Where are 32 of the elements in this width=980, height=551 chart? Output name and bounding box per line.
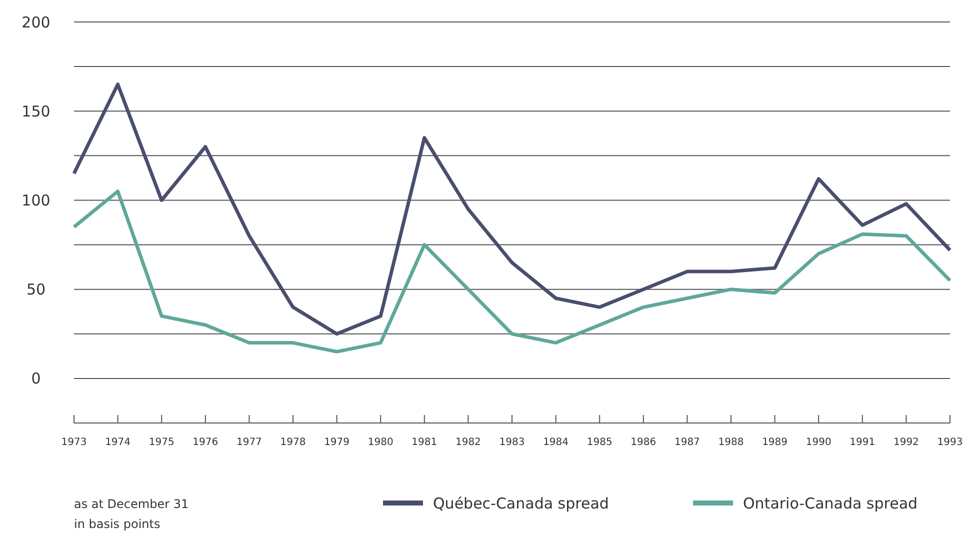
x-tick-label: 1982 (455, 437, 481, 448)
line-series (72, 82, 952, 336)
x-tick-label: 1986 (630, 437, 656, 448)
x-tick-label: 1989 (762, 437, 788, 448)
x-tick-label: 1980 (368, 437, 394, 448)
y-tick-label: 150 (22, 102, 50, 120)
y-tick-label: 200 (22, 13, 50, 32)
y-tick-label: 0 (31, 370, 41, 388)
x-tick-label: 1978 (280, 437, 306, 448)
legend-label: Québec-Canada spread (433, 494, 609, 512)
line-series (72, 190, 952, 354)
x-tick-label: 1975 (148, 437, 174, 448)
x-tick-label: 1987 (674, 437, 700, 448)
x-tick-label: 1991 (850, 437, 876, 448)
x-tick-label: 1985 (586, 437, 612, 448)
y-tick-label: 50 (26, 280, 46, 299)
x-tick-label: 1990 (806, 437, 832, 448)
x-tick-label: 1988 (718, 437, 744, 448)
y-tick-label: 100 (22, 191, 50, 210)
x-tick-label: 1979 (324, 437, 350, 448)
text: in basis points (74, 517, 160, 531)
x-tick-label: 1981 (412, 437, 438, 448)
x-tick-label: 1977 (236, 437, 262, 448)
x-tick-label: 1973 (61, 437, 87, 448)
text: as at December 31 (74, 497, 189, 511)
x-tick-label: 1983 (499, 437, 525, 448)
x-tick-label: 1992 (893, 437, 919, 448)
legend-label: Ontario-Canada spread (743, 494, 918, 512)
x-tick-label: 1974 (105, 437, 131, 448)
x-tick-label: 1976 (192, 437, 218, 448)
x-tick-label: 1984 (543, 437, 569, 448)
x-tick-label: 1993 (937, 437, 963, 448)
